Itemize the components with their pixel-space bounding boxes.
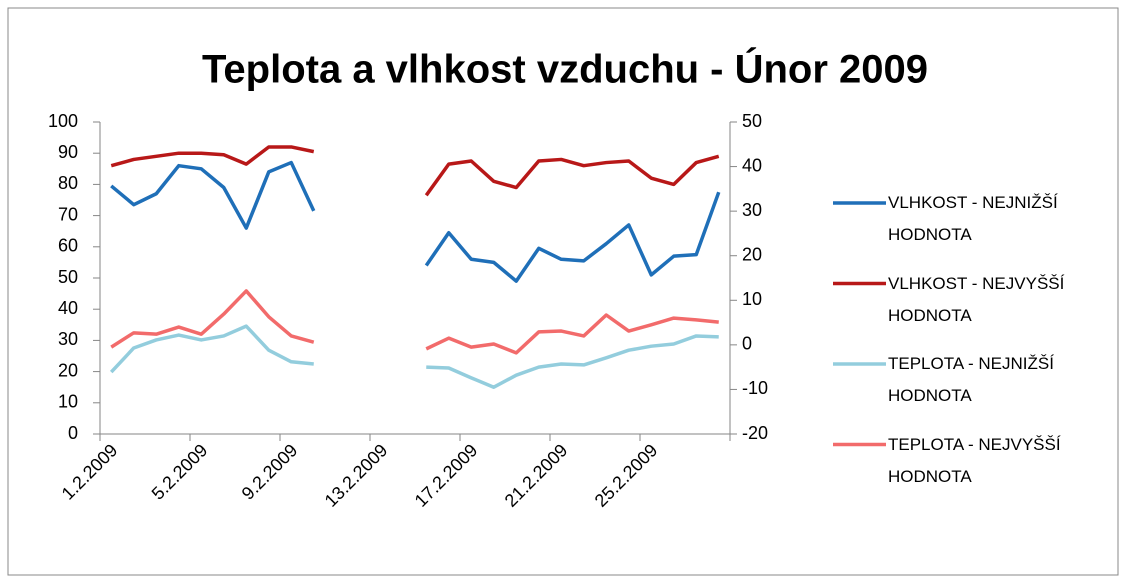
y2-tick-label: -10: [742, 378, 768, 398]
y2-tick-label: 30: [742, 200, 762, 220]
legend-label: TEPLOTA - NEJNIŽŠÍ HODNOTA: [888, 354, 1054, 405]
y2-tick-label: 20: [742, 244, 762, 264]
y-tick-label: 100: [48, 111, 78, 131]
y2-tick-label: -20: [742, 423, 768, 443]
series-line: [109, 324, 719, 389]
y-tick-label: 0: [68, 423, 78, 443]
y-tick-label: 60: [58, 236, 78, 256]
y2-tick-label: 50: [742, 111, 762, 131]
series-line: [110, 160, 721, 283]
y-tick-label: 30: [58, 329, 78, 349]
y2-tick-label: 0: [742, 334, 752, 354]
chart-border: [7, 7, 1119, 576]
y-tick-label: 10: [58, 392, 78, 412]
y-tick-label: 80: [58, 173, 78, 193]
y-tick-label: 40: [58, 298, 78, 318]
series-line: [110, 289, 719, 355]
legend-label: TEPLOTA - NEJVYŠŠÍ HODNOTA: [888, 434, 1061, 486]
y-tick-label: 20: [58, 360, 78, 380]
y2-tick-label: 10: [742, 289, 762, 309]
chart-title: Teplota a vlhkost vzduchu - Únor 2009: [202, 46, 928, 92]
y2-tick-label: 40: [742, 155, 762, 175]
y-tick-label: 70: [58, 204, 78, 224]
y-tick-label: 90: [58, 142, 78, 162]
series-line: [110, 145, 720, 197]
y-tick-label: 50: [58, 267, 78, 287]
legend-label: VLHKOST - NEJNIŽŠÍ HODNOTA: [888, 193, 1058, 244]
legend-label: VLHKOST - NEJVYŠŠÍ HODNOTA: [888, 273, 1065, 325]
